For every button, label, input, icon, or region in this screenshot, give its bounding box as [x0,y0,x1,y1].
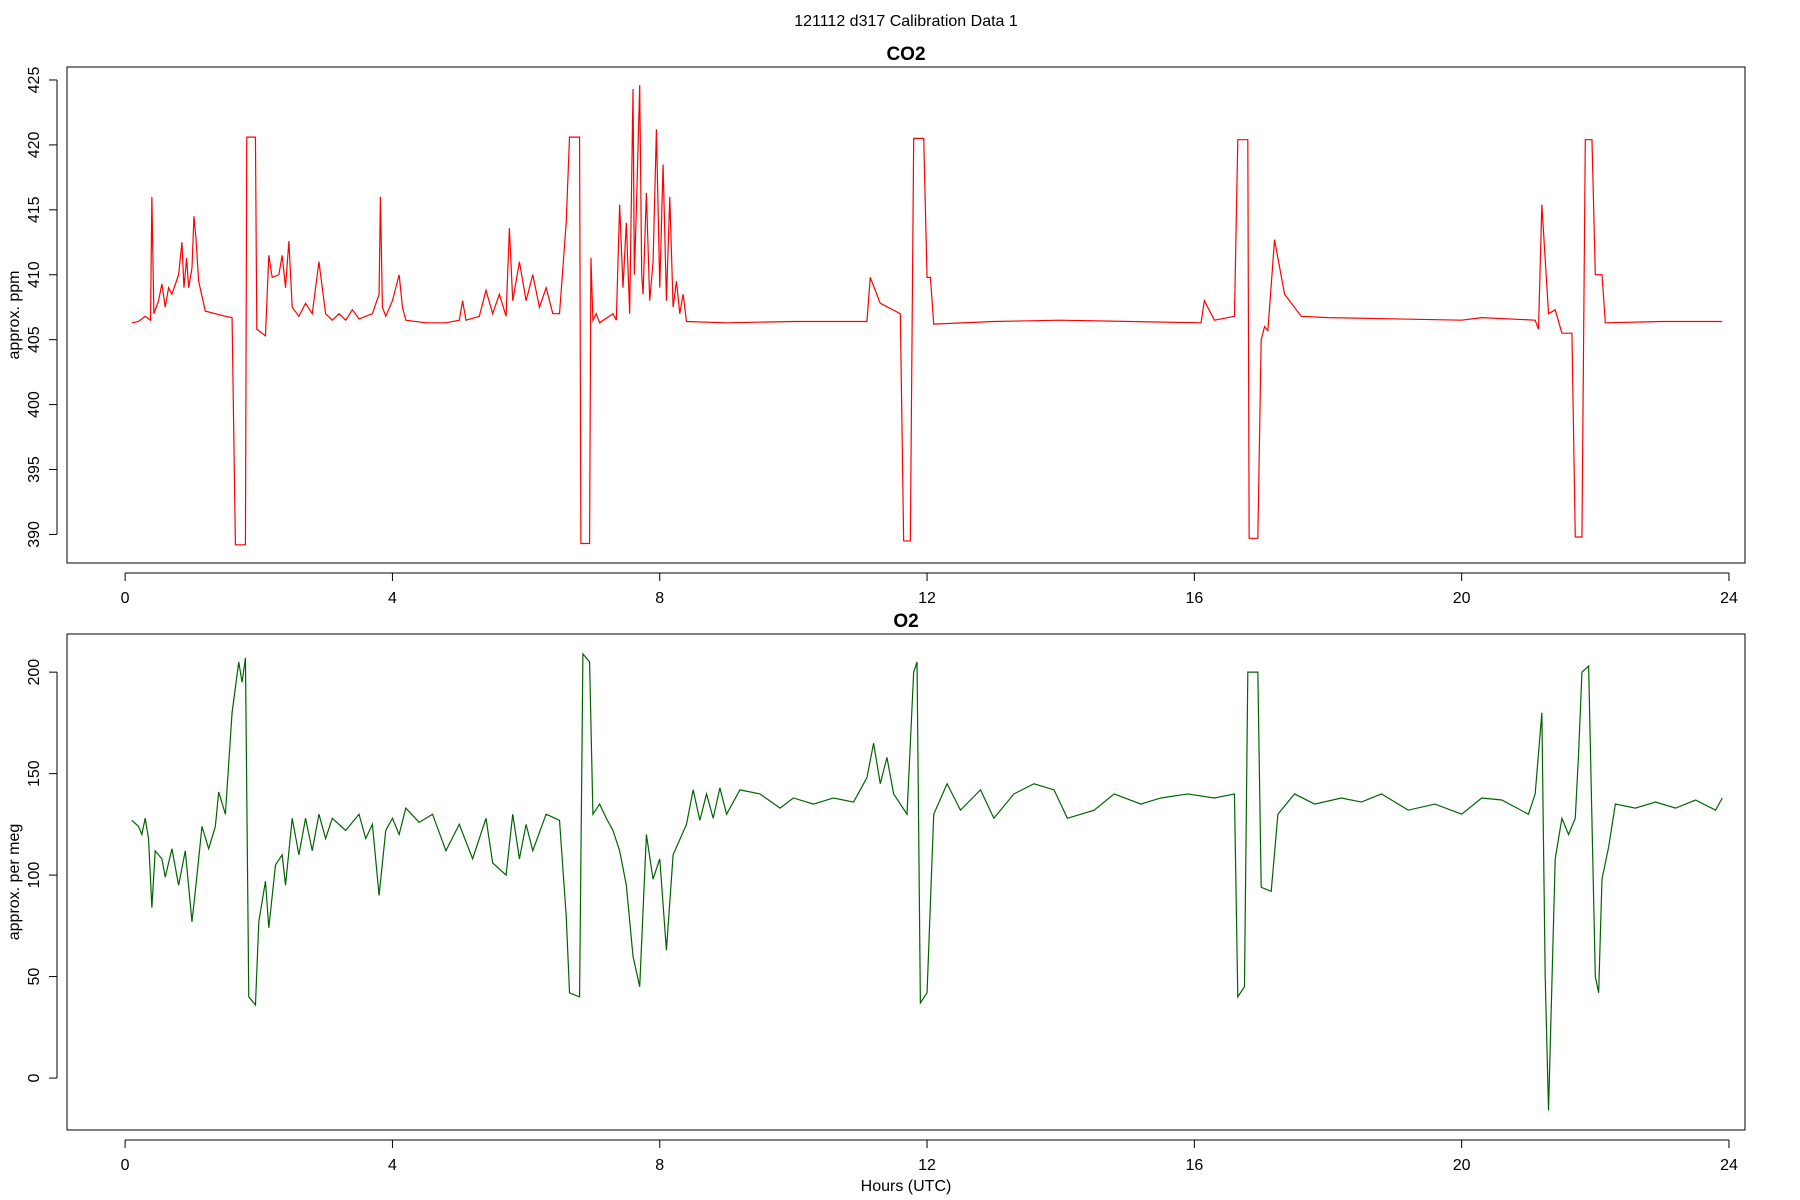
y-tick-label: 425 [26,67,43,94]
y-tick-label: 395 [26,456,43,483]
x-axis-label: Hours (UTC) [861,1178,952,1195]
figure-title: 121112 d317 Calibration Data 1 [794,13,1018,30]
plot-frame [66,633,1746,1131]
y-tick-label: 415 [26,196,43,223]
x-tick-label: 4 [388,1157,397,1174]
x-tick-label: 4 [388,590,397,607]
x-tick-label: 12 [918,1157,936,1174]
y-tick-label: 410 [26,261,43,288]
chart-title: O2 [893,611,918,632]
data-line [131,652,1723,1111]
chart-title: CO2 [886,44,925,65]
plot-frame [66,66,1746,564]
y-axis-label: approx. ppm [6,271,23,360]
x-tick-label: 24 [1720,1157,1738,1174]
x-tick-label: 20 [1453,1157,1471,1174]
y-tick-label: 390 [26,521,43,548]
x-tick-label: 0 [121,590,130,607]
x-tick-label: 8 [655,1157,664,1174]
y-tick-label: 100 [26,862,43,889]
x-tick-label: 8 [655,590,664,607]
x-tick-label: 16 [1185,1157,1203,1174]
y-tick-label: 150 [26,760,43,787]
x-tick-label: 20 [1453,590,1471,607]
y-tick-label: 200 [26,659,43,686]
y-tick-label: 0 [26,1073,43,1082]
y-axis-label: approx. per meg [6,824,23,941]
y-tick-label: 400 [26,391,43,418]
x-tick-label: 12 [918,590,936,607]
y-tick-label: 50 [26,968,43,986]
x-tick-label: 16 [1185,590,1203,607]
y-tick-label: 405 [26,326,43,353]
y-tick-label: 420 [26,131,43,158]
x-tick-label: 24 [1720,590,1738,607]
x-tick-label: 0 [121,1157,130,1174]
data-line [131,85,1723,546]
